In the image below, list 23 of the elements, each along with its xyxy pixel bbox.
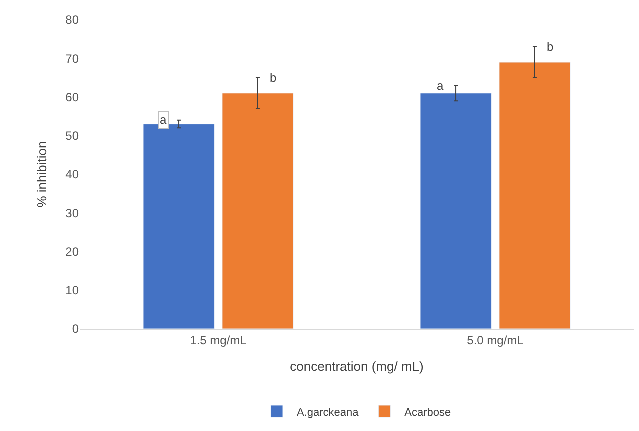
bar xyxy=(420,93,492,329)
y-tick-label: 40 xyxy=(66,168,80,182)
y-tick-label: 80 xyxy=(66,13,80,28)
x-tick-label: 1.5 mg/mL xyxy=(190,333,248,348)
legend-label: A.garckeana xyxy=(297,406,360,419)
y-axis-title: % inhibition xyxy=(34,141,50,208)
annotation: b xyxy=(547,40,554,54)
y-tick-label: 10 xyxy=(66,284,80,298)
bar xyxy=(499,62,571,329)
bar xyxy=(222,93,294,329)
y-tick-label: 0 xyxy=(72,322,80,336)
y-tick-label: 60 xyxy=(66,90,80,104)
bar xyxy=(143,124,215,329)
x-tick-label: 5.0 mg/mL xyxy=(467,333,524,348)
y-tick-label: 70 xyxy=(66,52,80,66)
legend-label: Acarbose xyxy=(404,406,452,419)
annotation: a xyxy=(160,113,167,127)
annotation: b xyxy=(270,71,277,85)
y-tick-label: 20 xyxy=(66,244,80,259)
y-tick-label: 50 xyxy=(66,129,80,144)
y-tick-label: 30 xyxy=(66,206,80,220)
annotation: a xyxy=(437,79,444,93)
x-axis-title: concentration (mg/ mL) xyxy=(290,359,424,374)
